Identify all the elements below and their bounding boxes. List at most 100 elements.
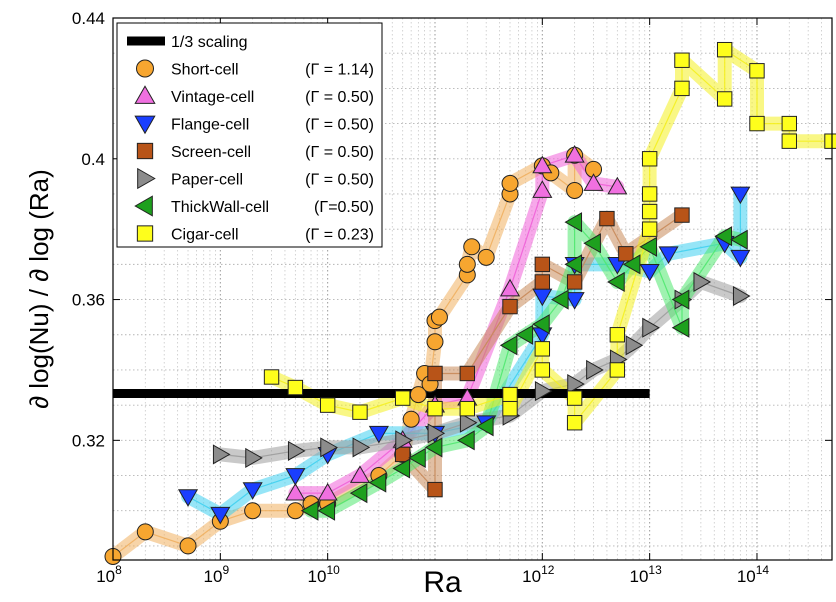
data-point <box>245 447 263 468</box>
data-point <box>287 440 306 461</box>
series-trace <box>271 48 832 425</box>
legend: 1/3 scaling Short-cell (Γ = 1.14) Vintage-c… <box>116 22 383 248</box>
data-point <box>564 292 585 310</box>
data-point <box>564 254 583 275</box>
x-tick-label: 1013 <box>630 563 663 586</box>
legend-marker <box>134 85 156 104</box>
data-point <box>639 236 658 257</box>
data-point <box>499 278 521 297</box>
data-point <box>499 335 518 356</box>
data-point <box>427 481 443 498</box>
data-point <box>515 324 534 345</box>
legend-label: ThickWall-cell <box>171 199 269 216</box>
data-point <box>457 430 475 451</box>
data-point <box>320 437 338 458</box>
data-point <box>639 264 660 282</box>
data-point <box>586 359 604 381</box>
data-point <box>394 446 411 463</box>
legend-gamma: (Γ = 0.50) <box>305 172 374 189</box>
data-point <box>317 482 338 501</box>
data-point <box>534 341 551 357</box>
data-point <box>641 186 658 202</box>
data-point <box>714 226 733 247</box>
data-point <box>609 327 626 343</box>
data-point <box>424 437 443 458</box>
data-point <box>263 369 280 385</box>
data-point <box>566 390 583 406</box>
x-tick-label: 1012 <box>522 563 555 586</box>
data-point <box>177 489 199 507</box>
data-point <box>534 362 551 378</box>
legend-label: Cigar-cell <box>171 227 239 244</box>
data-point <box>317 500 336 521</box>
data-point <box>674 52 690 68</box>
data-point <box>749 63 765 79</box>
data-point <box>212 444 231 465</box>
data-point <box>427 400 443 417</box>
data-point <box>658 246 679 265</box>
data-point <box>427 423 446 444</box>
data-point <box>607 271 625 293</box>
data-point <box>368 425 389 444</box>
data-point <box>532 180 553 198</box>
data-point <box>641 151 658 167</box>
data-point <box>285 468 306 486</box>
data-point <box>430 308 448 326</box>
data-point <box>458 255 476 273</box>
data-point <box>502 298 518 315</box>
data-point <box>566 415 583 431</box>
data-point <box>583 173 604 191</box>
data-point <box>609 362 626 378</box>
data-point <box>534 274 551 290</box>
data-point <box>730 186 751 205</box>
legend-marker <box>136 225 154 242</box>
legend-marker <box>136 142 154 160</box>
series-trace <box>112 154 594 557</box>
data-point <box>781 133 797 149</box>
data-point <box>732 285 751 307</box>
x-tick-label: 1010 <box>308 563 341 586</box>
data-point <box>179 537 197 555</box>
data-point <box>319 397 336 413</box>
data-point <box>599 210 615 227</box>
legend-label: Vintage-cell <box>171 89 254 106</box>
legend-marker <box>137 167 156 190</box>
x-tick-label: 109 <box>204 563 230 586</box>
y-tick-label: 0.32 <box>72 431 105 450</box>
data-point <box>136 523 154 541</box>
data-point <box>674 207 690 223</box>
legend-gamma: (Γ = 0.50) <box>305 144 374 161</box>
data-point <box>501 174 519 192</box>
data-point <box>607 176 628 195</box>
data-point <box>426 333 444 351</box>
legend-box <box>116 22 383 248</box>
legend-label: Short-cell <box>171 62 239 79</box>
data-point <box>402 410 420 428</box>
data-point <box>287 379 304 396</box>
data-point <box>567 373 585 395</box>
plot-frame <box>112 17 833 561</box>
legend-gamma: (Γ = 0.50) <box>305 117 374 134</box>
data-point <box>349 465 371 483</box>
data-point <box>459 400 475 417</box>
legend-marker <box>136 59 154 78</box>
data-point <box>395 430 413 451</box>
data-point <box>463 238 481 256</box>
data-point <box>730 229 748 250</box>
data-point <box>368 472 387 493</box>
data-point <box>716 41 733 58</box>
data-point <box>564 145 585 163</box>
data-point <box>459 412 478 433</box>
y-tick-label: 0.4 <box>81 150 105 169</box>
data-point <box>534 381 553 402</box>
data-point <box>459 365 475 382</box>
data-point <box>502 386 518 403</box>
data-point <box>730 249 751 268</box>
data-point <box>642 317 660 338</box>
legend-label: 1/3 scaling <box>171 34 248 51</box>
legend-gamma: (Γ = 1.14) <box>305 62 374 79</box>
data-point <box>749 115 765 132</box>
data-point <box>427 365 443 382</box>
legend-marker <box>134 195 153 217</box>
